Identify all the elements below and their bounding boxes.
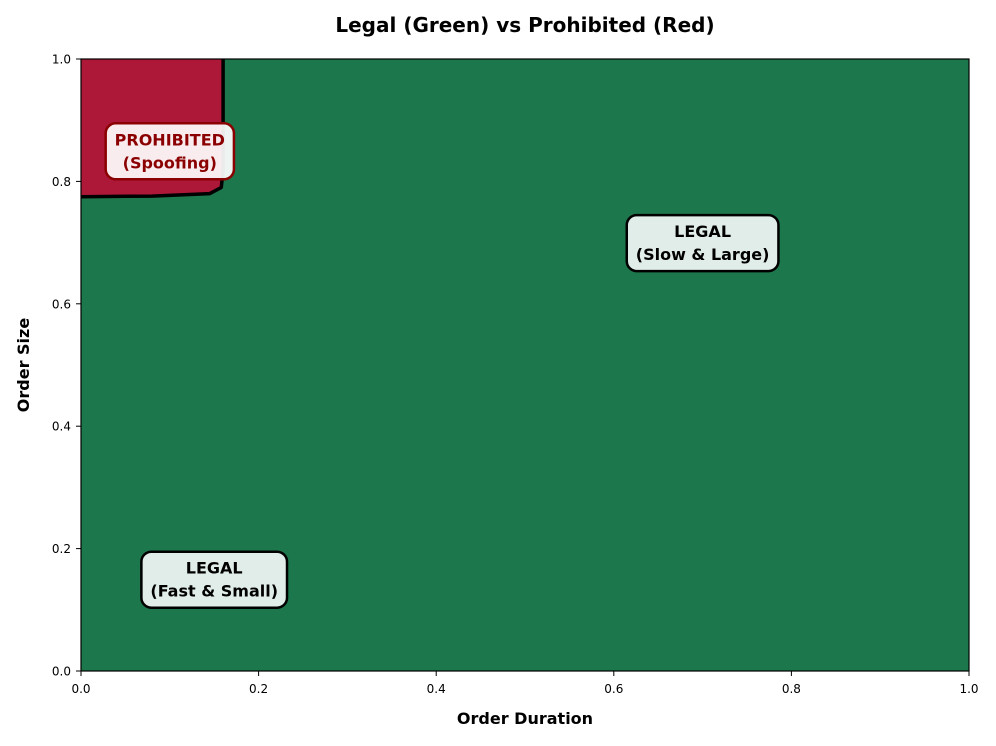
annotation-box — [140, 550, 289, 609]
y-tick-label: 0.8 — [52, 175, 71, 189]
annotation-text: LEGAL — [674, 222, 731, 241]
annotation-box — [104, 122, 236, 181]
y-axis: 0.0 0.2 0.4 0.6 0.8 1.0 — [52, 53, 81, 679]
annotation-text: (Spoofing) — [123, 153, 217, 172]
annotation-1: LEGAL (Slow & Large) — [625, 213, 780, 273]
plot-frame — [80, 58, 970, 672]
x-tick-label: 0.0 — [71, 682, 90, 696]
x-tick-label: 0.6 — [604, 682, 623, 696]
annotation-text: PROHIBITED — [115, 130, 225, 149]
annotation-text: (Fast & Small) — [150, 582, 278, 601]
x-tick-label: 0.2 — [249, 682, 268, 696]
y-tick-label: 0.4 — [52, 420, 71, 434]
y-tick-label: 0.6 — [52, 297, 71, 311]
x-tick-label: 1.0 — [959, 682, 978, 696]
annotation-text: (Slow & Large) — [636, 245, 770, 264]
x-axis: 0.0 0.2 0.4 0.6 0.8 1.0 — [71, 671, 979, 696]
x-axis-label: Order Duration — [457, 709, 593, 728]
y-tick-label: 1.0 — [52, 53, 71, 67]
annotation-0: PROHIBITED (Spoofing) — [104, 122, 236, 181]
y-axis-label: Order Size — [14, 318, 33, 413]
chart-title: Legal (Green) vs Prohibited (Red) — [335, 13, 714, 37]
y-tick-label: 0.0 — [52, 665, 71, 679]
annotation-text: LEGAL — [186, 559, 243, 578]
annotation-box — [625, 213, 780, 273]
annotation-2: LEGAL (Fast & Small) — [140, 550, 289, 609]
x-tick-label: 0.4 — [427, 682, 446, 696]
plot-area: PROHIBITED(Spoofing)LEGAL(Slow & Large)L… — [80, 58, 970, 672]
x-tick-label: 0.8 — [782, 682, 801, 696]
y-tick-label: 0.2 — [52, 542, 71, 556]
